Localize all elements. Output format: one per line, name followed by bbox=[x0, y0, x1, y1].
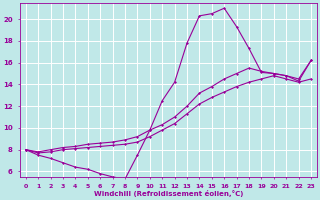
X-axis label: Windchill (Refroidissement éolien,°C): Windchill (Refroidissement éolien,°C) bbox=[94, 190, 243, 197]
